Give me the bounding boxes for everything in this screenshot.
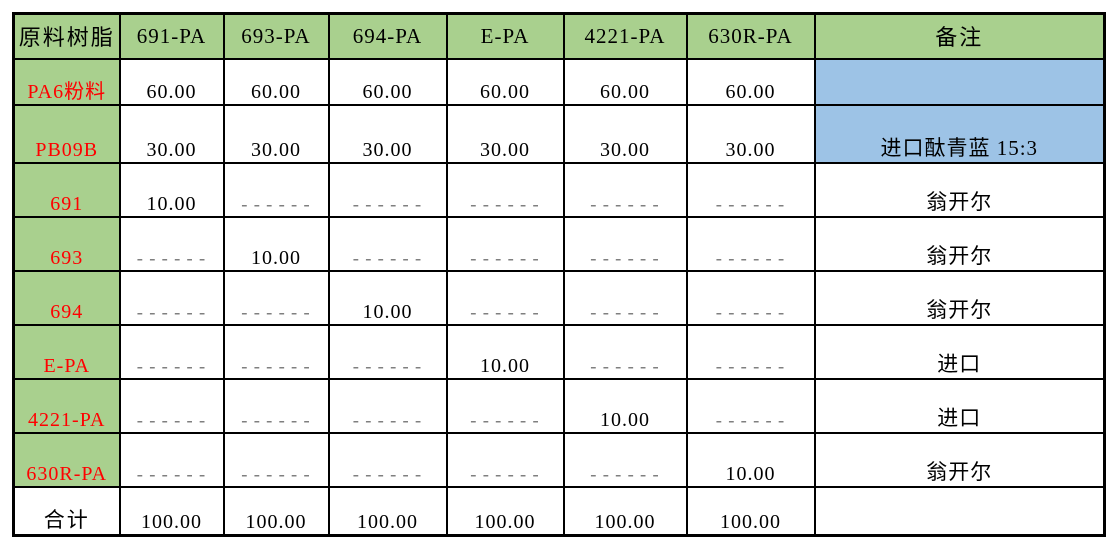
value-cell: 30.00	[327, 103, 448, 164]
value-cell: ------	[222, 323, 330, 380]
table-row-694: 694 ------ ------ 10.00 ------ ------ --…	[12, 269, 1106, 326]
row-label-4221-pa: 4221-PA	[12, 377, 121, 434]
value-cell: 30.00	[222, 103, 330, 164]
value-cell: 60.00	[118, 57, 225, 106]
value-cell: ------	[685, 323, 816, 380]
value-cell: 60.00	[327, 57, 448, 106]
note-cell: 翁开尔	[813, 161, 1106, 218]
note-cell	[813, 485, 1106, 537]
value-cell: ------	[118, 431, 225, 488]
formulation-table: 原料树脂 691-PA 693-PA 694-PA E-PA 4221-PA 6…	[12, 12, 1106, 537]
table-row-691: 691 10.00 ------ ------ ------ ------ --…	[12, 161, 1106, 218]
value-cell: 30.00	[118, 103, 225, 164]
value-cell: ------	[222, 269, 330, 326]
note-cell: 进口酞青蓝 15:3	[813, 103, 1106, 164]
row-label-e-pa: E-PA	[12, 323, 121, 380]
note-cell: 翁开尔	[813, 215, 1106, 272]
note-cell: 进口	[813, 377, 1106, 434]
note-cell: 翁开尔	[813, 431, 1106, 488]
row-label-total: 合计	[12, 485, 121, 537]
value-cell: 60.00	[685, 57, 816, 106]
row-label-691: 691	[12, 161, 121, 218]
row-label-693: 693	[12, 215, 121, 272]
value-cell: 60.00	[445, 57, 565, 106]
note-cell: 翁开尔	[813, 269, 1106, 326]
value-cell: ------	[118, 377, 225, 434]
value-cell: ------	[685, 161, 816, 218]
value-cell: 60.00	[222, 57, 330, 106]
value-cell: ------	[327, 323, 448, 380]
header-cell-e-pa: E-PA	[445, 12, 565, 60]
value-cell: ------	[445, 215, 565, 272]
value-cell: 10.00	[222, 215, 330, 272]
header-cell-4221-pa: 4221-PA	[562, 12, 688, 60]
header-row: 原料树脂 691-PA 693-PA 694-PA E-PA 4221-PA 6…	[12, 12, 1106, 60]
value-cell: ------	[562, 323, 688, 380]
value-cell: 30.00	[445, 103, 565, 164]
row-label-pa6-powder: PA6粉料	[12, 57, 121, 106]
header-cell-material-resin: 原料树脂	[12, 12, 121, 60]
table-row-4221-pa: 4221-PA ------ ------ ------ ------ 10.0…	[12, 377, 1106, 434]
value-cell: ------	[327, 161, 448, 218]
value-cell: ------	[118, 215, 225, 272]
value-cell: ------	[445, 269, 565, 326]
value-cell: ------	[562, 431, 688, 488]
table-row-total: 合计 100.00 100.00 100.00 100.00 100.00 10…	[12, 485, 1106, 537]
value-cell: ------	[327, 431, 448, 488]
value-cell: 10.00	[562, 377, 688, 434]
table-row-630r-pa: 630R-PA ------ ------ ------ ------ ----…	[12, 431, 1106, 488]
value-cell: ------	[222, 431, 330, 488]
header-cell-630r-pa: 630R-PA	[685, 12, 816, 60]
value-cell: 100.00	[222, 485, 330, 537]
row-label-630r-pa: 630R-PA	[12, 431, 121, 488]
value-cell: ------	[327, 377, 448, 434]
value-cell: ------	[445, 161, 565, 218]
value-cell: 100.00	[327, 485, 448, 537]
value-cell: ------	[222, 161, 330, 218]
value-cell: ------	[562, 161, 688, 218]
table-row-pb09b: PB09B 30.00 30.00 30.00 30.00 30.00 30.0…	[12, 103, 1106, 164]
value-cell: ------	[562, 269, 688, 326]
header-cell-remarks: 备注	[813, 12, 1106, 60]
value-cell: ------	[327, 215, 448, 272]
value-cell: 30.00	[562, 103, 688, 164]
header-cell-694-pa: 694-PA	[327, 12, 448, 60]
value-cell: 100.00	[118, 485, 225, 537]
value-cell: ------	[445, 377, 565, 434]
value-cell: 30.00	[685, 103, 816, 164]
note-cell	[813, 57, 1106, 106]
value-cell: 10.00	[327, 269, 448, 326]
row-label-pb09b: PB09B	[12, 103, 121, 164]
value-cell: ------	[685, 215, 816, 272]
value-cell: 100.00	[562, 485, 688, 537]
value-cell: 60.00	[562, 57, 688, 106]
value-cell: ------	[222, 377, 330, 434]
table-row-e-pa: E-PA ------ ------ ------ 10.00 ------ -…	[12, 323, 1106, 380]
value-cell: 100.00	[445, 485, 565, 537]
value-cell: ------	[118, 323, 225, 380]
table-row-pa6-powder: PA6粉料 60.00 60.00 60.00 60.00 60.00 60.0…	[12, 57, 1106, 106]
value-cell: ------	[445, 431, 565, 488]
value-cell: ------	[685, 269, 816, 326]
header-cell-693-pa: 693-PA	[222, 12, 330, 60]
value-cell: 10.00	[445, 323, 565, 380]
row-label-694: 694	[12, 269, 121, 326]
value-cell: 10.00	[685, 431, 816, 488]
value-cell: ------	[118, 269, 225, 326]
value-cell: ------	[685, 377, 816, 434]
table-row-693: 693 ------ 10.00 ------ ------ ------ --…	[12, 215, 1106, 272]
header-cell-691-pa: 691-PA	[118, 12, 225, 60]
value-cell: 100.00	[685, 485, 816, 537]
value-cell: 10.00	[118, 161, 225, 218]
value-cell: ------	[562, 215, 688, 272]
note-cell: 进口	[813, 323, 1106, 380]
